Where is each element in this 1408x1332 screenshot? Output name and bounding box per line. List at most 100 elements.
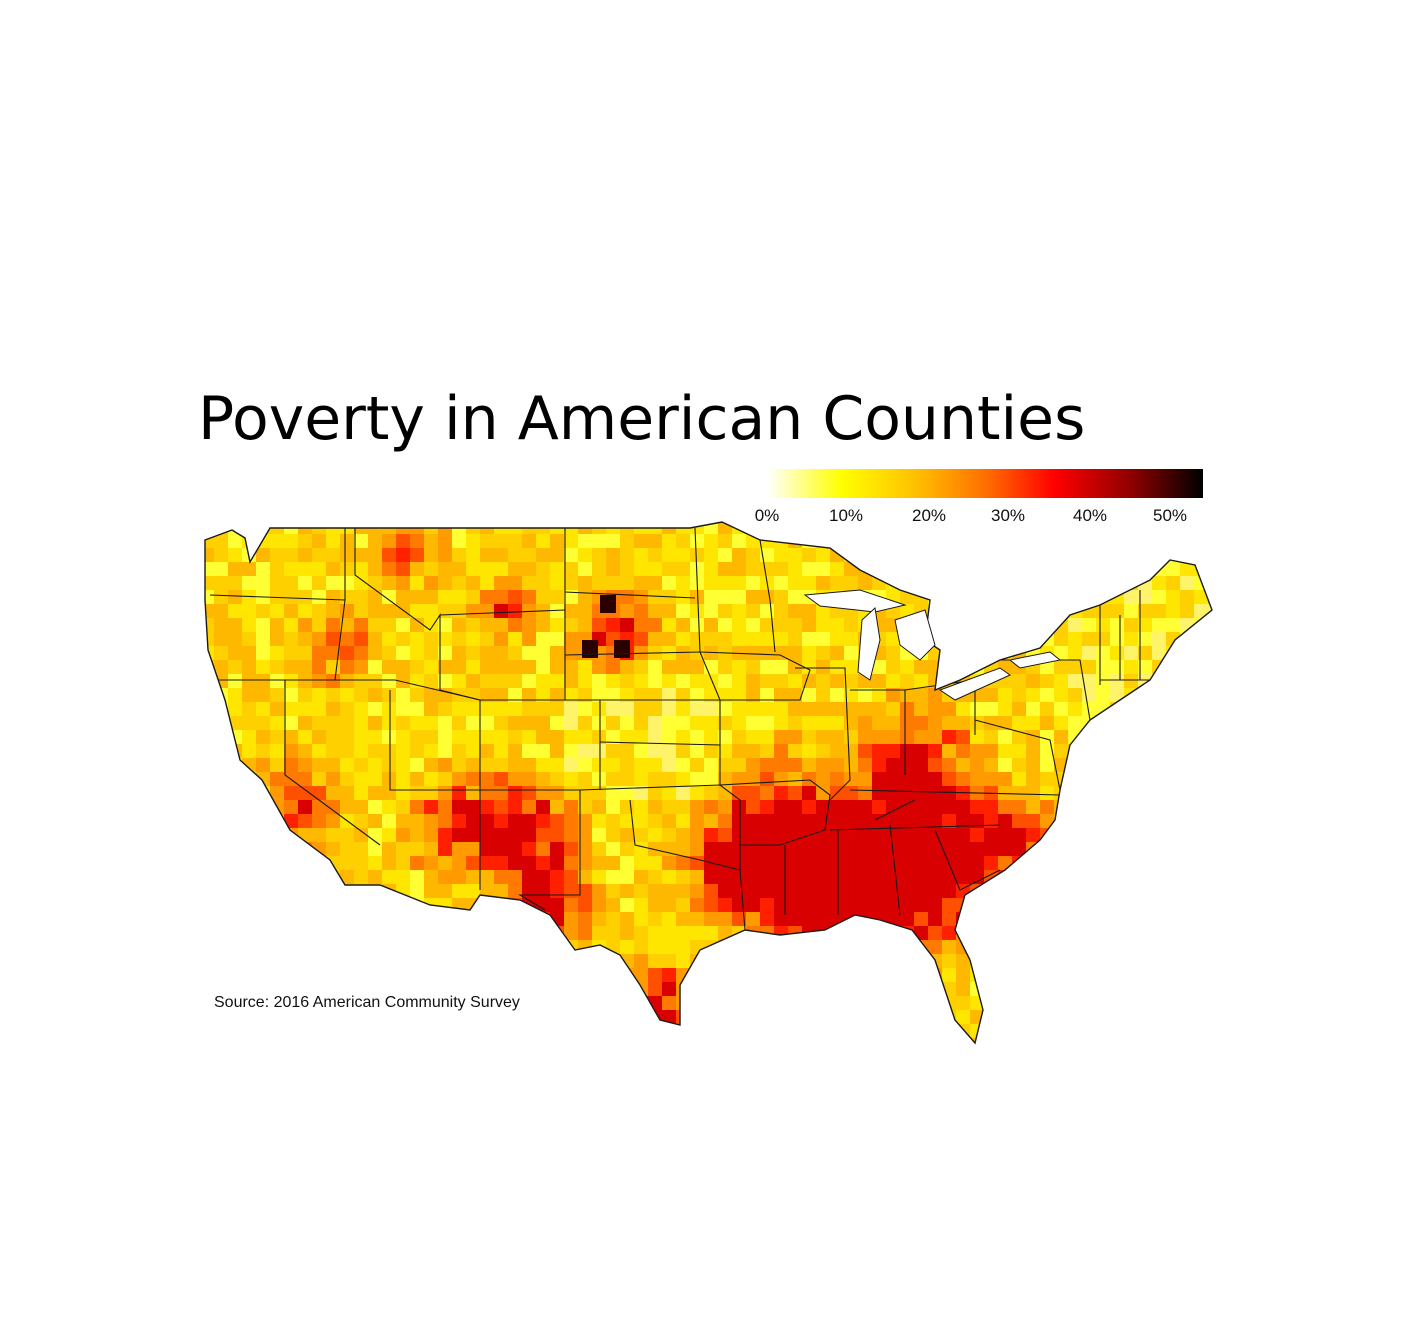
county-cell	[396, 618, 411, 633]
county-cell	[354, 954, 369, 969]
county-cell	[256, 898, 271, 913]
county-cell	[900, 870, 915, 885]
county-cell	[1082, 772, 1097, 787]
county-cell	[816, 968, 831, 983]
county-cell	[1152, 940, 1167, 955]
county-cell	[508, 814, 523, 829]
county-cell	[620, 982, 635, 997]
county-cell	[270, 1010, 285, 1025]
county-cell	[592, 688, 607, 703]
county-cell	[284, 702, 299, 717]
county-cell	[1138, 856, 1153, 871]
county-cell	[382, 856, 397, 871]
county-cell	[662, 996, 677, 1011]
county-cell	[1068, 1024, 1083, 1039]
county-cell	[1138, 590, 1153, 605]
county-cell	[984, 590, 999, 605]
county-cell	[928, 842, 943, 857]
county-cell	[648, 548, 663, 563]
county-cell	[1152, 632, 1167, 647]
county-cell	[746, 996, 761, 1011]
county-cell	[550, 744, 565, 759]
county-cell	[564, 996, 579, 1011]
county-cell	[480, 870, 495, 885]
county-cell	[564, 926, 579, 941]
county-cell	[1068, 786, 1083, 801]
county-cell	[312, 856, 327, 871]
county-cell	[382, 870, 397, 885]
county-cell	[242, 730, 257, 745]
county-cell	[270, 534, 285, 549]
county-cell	[802, 800, 817, 815]
county-cell	[914, 968, 929, 983]
county-cell	[466, 660, 481, 675]
county-cell	[1068, 814, 1083, 829]
county-cell	[1124, 996, 1139, 1011]
county-cell	[1110, 730, 1125, 745]
county-cell	[1068, 660, 1083, 675]
county-cell	[452, 828, 467, 843]
county-cell	[564, 660, 579, 675]
county-cell	[1026, 744, 1041, 759]
county-cell	[1110, 982, 1125, 997]
county-cell	[1082, 814, 1097, 829]
county-cell	[718, 632, 733, 647]
county-cell	[802, 758, 817, 773]
county-cell	[578, 674, 593, 689]
county-cell	[1012, 632, 1027, 647]
county-cell	[844, 898, 859, 913]
county-cell	[788, 562, 803, 577]
county-cell	[452, 646, 467, 661]
county-cell	[830, 954, 845, 969]
county-cell	[312, 842, 327, 857]
county-cell	[592, 842, 607, 857]
county-cell	[578, 842, 593, 857]
county-cell	[214, 562, 229, 577]
county-cell	[466, 1024, 481, 1039]
county-cell	[1180, 912, 1195, 927]
county-cell	[690, 632, 705, 647]
county-cell	[410, 814, 425, 829]
county-cell	[1012, 800, 1027, 815]
county-cell	[214, 646, 229, 661]
county-cell	[970, 800, 985, 815]
county-cell	[830, 576, 845, 591]
county-cell	[774, 884, 789, 899]
county-cell	[1194, 884, 1209, 899]
county-cell	[1138, 800, 1153, 815]
county-cell	[205, 898, 215, 913]
county-cell	[662, 702, 677, 717]
county-cell	[774, 522, 789, 535]
county-cell	[466, 562, 481, 577]
county-cell	[1152, 884, 1167, 899]
county-cell	[1012, 604, 1027, 619]
county-cell	[830, 772, 845, 787]
county-cell	[494, 800, 509, 815]
county-cell	[228, 926, 243, 941]
county-cell	[382, 1024, 397, 1039]
county-cell	[620, 940, 635, 955]
county-cell	[466, 534, 481, 549]
county-cell	[270, 660, 285, 675]
county-cell	[508, 576, 523, 591]
county-cell	[1054, 548, 1069, 563]
county-cell	[1152, 828, 1167, 843]
county-cell	[676, 982, 691, 997]
county-cell	[816, 548, 831, 563]
county-cell	[774, 702, 789, 717]
county-cell	[340, 646, 355, 661]
county-cell	[214, 772, 229, 787]
county-cell	[256, 604, 271, 619]
county-cell	[1208, 828, 1212, 843]
county-cell	[1110, 562, 1125, 577]
county-cell	[928, 702, 943, 717]
county-cell	[676, 786, 691, 801]
county-cell	[550, 688, 565, 703]
county-cell	[1166, 730, 1181, 745]
county-cell	[1180, 800, 1195, 815]
county-cell	[205, 674, 215, 689]
county-cell	[956, 842, 971, 857]
county-cell	[396, 954, 411, 969]
county-cell	[1138, 772, 1153, 787]
county-cell	[480, 618, 495, 633]
